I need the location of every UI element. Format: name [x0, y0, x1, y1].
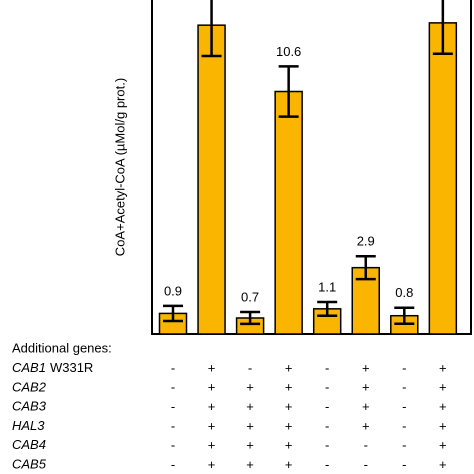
data-label: 2.9 [357, 234, 375, 249]
sign: + [439, 380, 447, 395]
sign: + [439, 457, 447, 472]
row-label: CAB1 W331R [12, 360, 93, 375]
data-label: 10.6 [276, 44, 301, 59]
sign: - [364, 438, 368, 453]
sign: + [439, 438, 447, 453]
gene-name: HAL3 [12, 418, 45, 433]
sign: - [248, 360, 252, 375]
row-label: CAB5 [12, 457, 47, 472]
sign: - [325, 418, 329, 433]
error-bar [201, 0, 222, 58]
error-bar [355, 254, 376, 281]
sign: + [362, 380, 370, 395]
row-label: CAB2 [12, 380, 47, 395]
error-bar [394, 306, 415, 325]
gene-name: CAB2 [12, 380, 47, 395]
gene-name: CAB5 [12, 457, 47, 472]
sign: - [171, 399, 175, 414]
sign: - [402, 399, 406, 414]
sign: + [285, 457, 293, 472]
data-label: 1.1 [318, 279, 336, 294]
sign: + [285, 438, 293, 453]
sign: + [362, 360, 370, 375]
sign: - [402, 380, 406, 395]
sign: + [439, 399, 447, 414]
sign: - [171, 457, 175, 472]
y-axis-label: CoA+Acetyl-CoA (µMol/g prot.) [112, 78, 127, 256]
data-label: 0.8 [395, 285, 413, 300]
sign: + [285, 418, 293, 433]
sign: - [171, 360, 175, 375]
gene-name: CAB1 [12, 360, 46, 375]
error-bar [432, 0, 453, 56]
bar [428, 22, 458, 335]
sign: - [171, 380, 175, 395]
gene-name: CAB3 [12, 399, 47, 414]
error-bar [240, 310, 261, 326]
error-bar [317, 300, 338, 317]
sign: + [208, 380, 216, 395]
sign: + [246, 457, 254, 472]
gene-name: CAB4 [12, 438, 46, 453]
sign: - [402, 418, 406, 433]
sign: - [171, 418, 175, 433]
sign: + [208, 438, 216, 453]
error-bar [163, 304, 183, 323]
sign: + [208, 360, 216, 375]
error-bar [278, 65, 299, 118]
allele: W331R [50, 360, 93, 375]
sign: - [364, 457, 368, 472]
sign: - [325, 380, 329, 395]
sign: - [325, 360, 329, 375]
data-label: 0.7 [241, 289, 259, 304]
sign: + [246, 418, 254, 433]
sign: + [208, 457, 216, 472]
sign: + [285, 399, 293, 414]
table-title: Additional genes: [12, 340, 112, 355]
bar [197, 24, 226, 335]
sign: - [402, 438, 406, 453]
sign: - [402, 457, 406, 472]
sign: + [208, 418, 216, 433]
row-label: HAL3 [12, 418, 45, 433]
bar [274, 90, 303, 335]
sign: + [439, 360, 447, 375]
sign: - [325, 438, 329, 453]
sign: + [246, 380, 254, 395]
sign: - [325, 399, 329, 414]
sign: + [362, 399, 370, 414]
sign: + [439, 418, 447, 433]
data-label: 0.9 [164, 283, 182, 298]
sign: - [402, 360, 406, 375]
sign: + [285, 380, 293, 395]
row-label: CAB4 [12, 438, 46, 453]
row-label: CAB3 [12, 399, 47, 414]
sign: - [325, 457, 329, 472]
sign: + [208, 399, 216, 414]
sign: + [246, 438, 254, 453]
sign: + [285, 360, 293, 375]
sign: + [362, 418, 370, 433]
sign: - [171, 438, 175, 453]
sign: + [246, 399, 254, 414]
